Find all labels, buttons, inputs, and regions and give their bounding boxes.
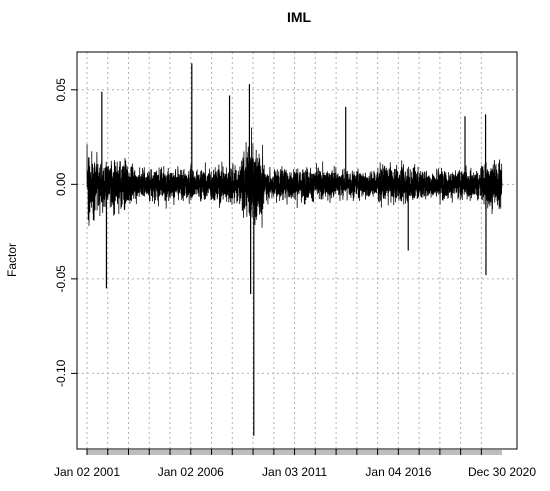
x-tick-label: Jan 04 2016 <box>365 465 431 479</box>
x-axis: Jan 02 2001 Jan 02 2006 Jan 03 2011 Jan 04 … <box>54 449 536 479</box>
series-line <box>86 127 503 228</box>
series-iml <box>86 63 503 436</box>
y-tick-label: 0.05 <box>54 78 68 102</box>
grid-lines <box>77 52 517 449</box>
plot-frame <box>76 51 518 450</box>
x-tick-label: Jan 03 2011 <box>262 465 327 479</box>
y-tick-label: -0.10 <box>54 359 68 387</box>
x-tick-label: Jan 02 2006 <box>158 465 224 479</box>
y-axis-label: Factor <box>5 243 19 277</box>
y-tick-label: -0.05 <box>54 265 68 293</box>
y-axis: 0.05 0.00 -0.05 -0.10 <box>54 78 77 387</box>
chart-title: IML <box>287 9 312 25</box>
y-tick-label: 0.00 <box>54 172 68 196</box>
x-tick-label: Jan 02 2001 <box>54 465 120 479</box>
x-tick-label: Dec 30 2020 <box>468 465 536 479</box>
